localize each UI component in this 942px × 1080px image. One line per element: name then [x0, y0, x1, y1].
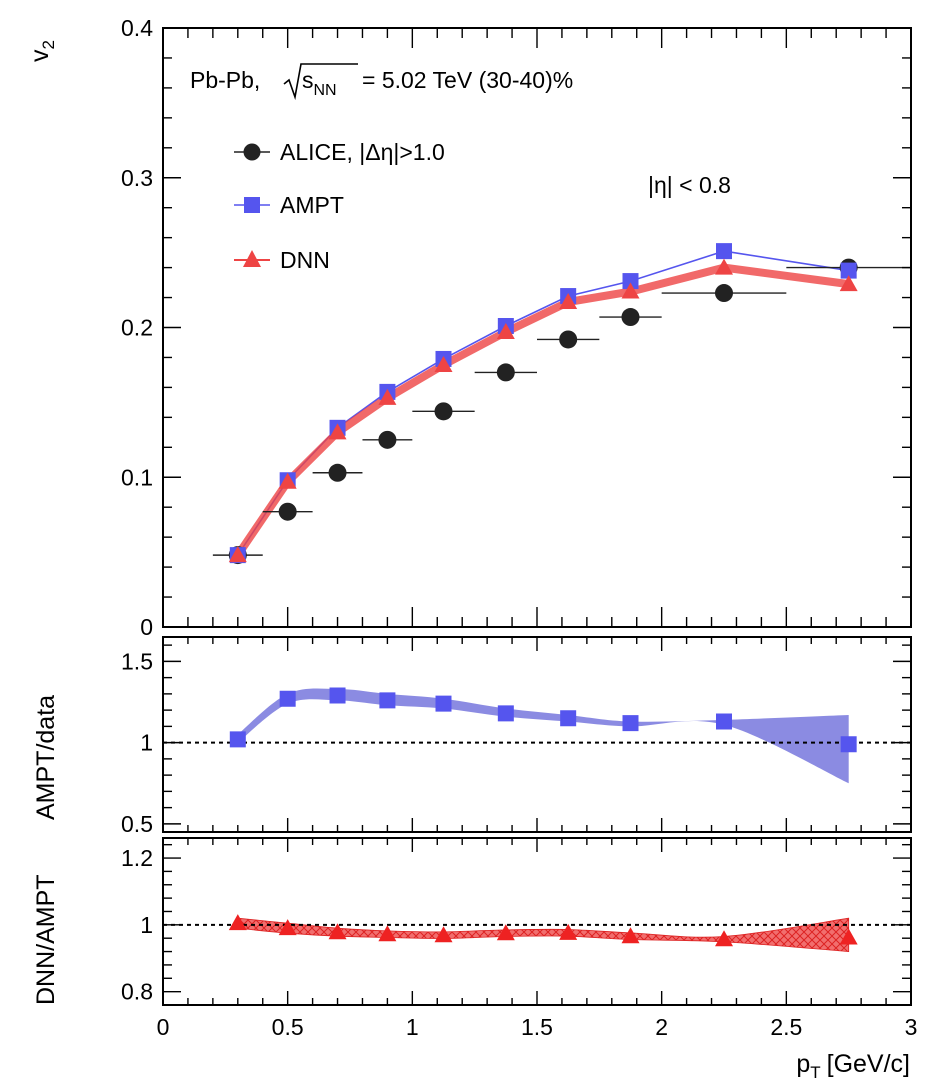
- legend-dnn-marker: [243, 250, 261, 267]
- marker-top-triangle: [228, 546, 247, 563]
- marker-top-triangle: [278, 472, 297, 489]
- marker-top-triangle: [496, 322, 515, 339]
- y-tick-label-middle: 0.5: [121, 811, 153, 837]
- marker-top-square: [840, 262, 857, 279]
- marker-layer: [228, 243, 858, 947]
- band-middle: [237, 688, 849, 784]
- marker-bottom-triangle: [621, 927, 640, 944]
- eta-annotation: |η| < 0.8: [648, 172, 731, 198]
- x-tick-label: 2.5: [770, 1014, 802, 1040]
- marker-top-circle: [278, 502, 297, 521]
- marker-top-circle: [715, 284, 733, 303]
- legend-dnn-label: DNN: [280, 247, 330, 273]
- marker-bottom-triangle: [496, 924, 515, 941]
- sqrt-symbol: [283, 63, 358, 101]
- marker-middle-square: [379, 692, 396, 709]
- marker-middle-square: [435, 695, 452, 712]
- y-tick-label-top: 0.1: [121, 464, 153, 490]
- marker-middle-square: [229, 731, 246, 748]
- tick-label-layer: 0 0.1 0.2 0.3 0.4 0.5 1 1.5 0.8 1 1.2 0 0.5 1 1.5 2 2.5 3: [121, 15, 917, 1040]
- band-layer: [237, 688, 850, 953]
- marker-middle-square: [279, 690, 296, 707]
- x-tick-label: 3: [905, 1014, 918, 1040]
- y-tick-label-top: 0.4: [121, 15, 153, 41]
- marker-bottom-triangle: [228, 914, 247, 931]
- marker-top-circle: [434, 402, 453, 421]
- x-tick-label: 1.5: [521, 1014, 553, 1040]
- y-tick-label-top: 0: [140, 614, 153, 640]
- band-hatch-bottom: [237, 917, 850, 953]
- frame-layer: [162, 27, 912, 1006]
- marker-middle-square: [716, 713, 732, 730]
- top-ylabel: v2: [26, 40, 58, 62]
- series-line-ampt: [237, 250, 849, 556]
- tick-layer: [162, 27, 912, 1006]
- marker-top-circle: [496, 363, 515, 382]
- middle-ylabel: AMPT/data: [32, 695, 60, 820]
- x-tick-label: 0.5: [272, 1014, 304, 1040]
- annotation-sqrt-s: s: [302, 67, 314, 93]
- marker-top-square: [622, 273, 639, 290]
- x-axis-title-sub: T: [810, 1063, 820, 1080]
- marker-middle-square: [622, 715, 639, 732]
- legend-alice-marker: [243, 143, 261, 161]
- annotation-energy: = 5.02 TeV (30-40)%: [362, 67, 573, 93]
- legend-ampt-marker: [244, 197, 260, 213]
- marker-top-circle: [328, 463, 347, 482]
- series-line-layer: [234, 250, 850, 558]
- x-axis-title: pT [GeV/c]: [796, 1050, 910, 1080]
- marker-top-triangle: [328, 423, 347, 440]
- marker-bottom-triangle: [328, 923, 347, 940]
- x-tick-label: 0: [157, 1014, 170, 1040]
- annotation-sqrt-sub: NN: [314, 82, 337, 99]
- marker-middle-square: [329, 687, 346, 704]
- marker-top-circle: [621, 308, 640, 327]
- y-tick-label-middle: 1: [140, 730, 153, 756]
- legend: ALICE, |Δη|>1.0 AMPT DNN: [234, 139, 445, 273]
- marker-top-circle: [559, 330, 578, 349]
- reference-layer: [163, 741, 911, 926]
- panel-frame-top: [162, 27, 912, 628]
- marker-bottom-triangle: [378, 925, 397, 942]
- series-band-dnn: [234, 263, 850, 558]
- error-bar-layer: [212, 266, 911, 556]
- marker-top-triangle: [559, 293, 578, 310]
- panel-frame-bottom: [162, 837, 912, 1006]
- x-tick-label: 2: [655, 1014, 668, 1040]
- collision-annotation: Pb-Pb, sNN = 5.02 TeV (30-40)%: [190, 63, 573, 101]
- x-tick-label: 1: [406, 1014, 419, 1040]
- legend-alice-label: ALICE, |Δη|>1.0: [280, 139, 445, 165]
- y-tick-label-middle: 1.5: [121, 648, 153, 674]
- y-tick-label-bottom: 1.2: [121, 845, 153, 871]
- x-axis-title-main: p: [796, 1050, 810, 1078]
- marker-middle-square: [840, 736, 857, 753]
- marker-top-circle: [378, 430, 397, 449]
- legend-ampt-label: AMPT: [280, 192, 344, 218]
- bottom-ylabel: DNN/AMPT: [32, 874, 60, 1005]
- y-tick-label-top: 0.3: [121, 165, 153, 191]
- marker-top-triangle: [621, 282, 640, 299]
- marker-bottom-triangle: [434, 926, 453, 943]
- marker-top-triangle: [715, 258, 733, 275]
- top-ylabel-main: v: [26, 49, 54, 62]
- y-tick-label-bottom: 0.8: [121, 979, 153, 1005]
- marker-top-triangle: [378, 388, 397, 405]
- marker-middle-square: [497, 705, 514, 722]
- marker-top-triangle: [839, 275, 858, 292]
- annotation-system: Pb-Pb,: [190, 67, 260, 93]
- marker-bottom-triangle: [715, 930, 733, 947]
- marker-top-square: [716, 243, 732, 260]
- marker-bottom-triangle: [839, 928, 858, 945]
- marker-bottom-triangle: [559, 923, 578, 940]
- x-axis-title-unit: [GeV/c]: [827, 1050, 910, 1078]
- marker-middle-square: [560, 710, 577, 727]
- marker-bottom-triangle: [278, 919, 297, 936]
- top-ylabel-sub: 2: [39, 40, 58, 49]
- y-tick-label-bottom: 1: [140, 912, 153, 938]
- y-tick-label-top: 0.2: [121, 315, 153, 341]
- annotation-sqrt: sNN: [302, 67, 337, 99]
- marker-top-triangle: [434, 355, 453, 372]
